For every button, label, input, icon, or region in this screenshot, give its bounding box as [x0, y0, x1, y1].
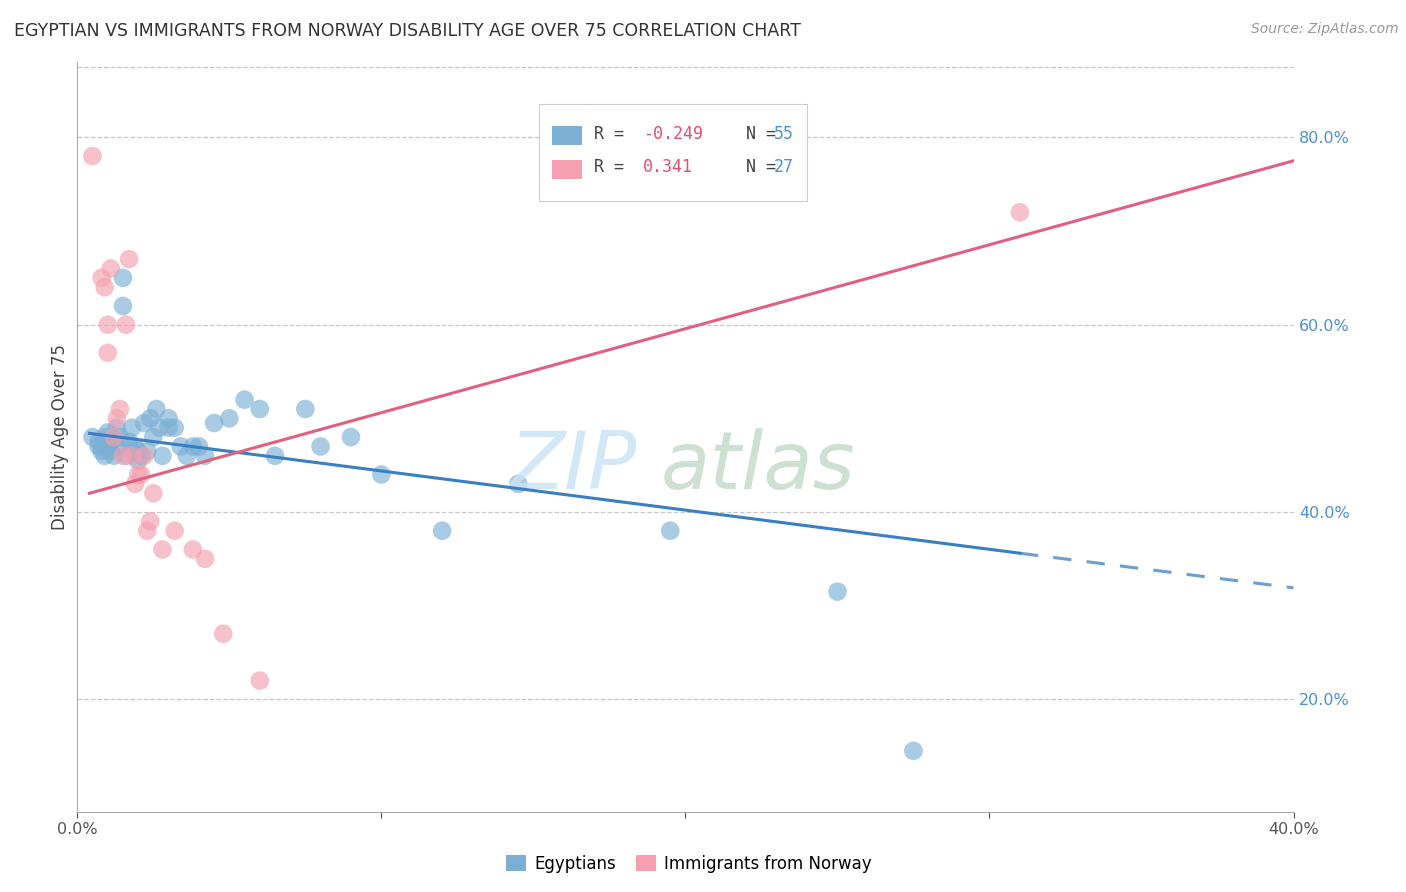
Point — [157, 411, 180, 425]
Text: N =: N = — [716, 125, 786, 143]
Point — [903, 744, 925, 758]
Point — [152, 542, 174, 557]
Point — [93, 430, 115, 444]
Point — [121, 449, 143, 463]
Text: 55: 55 — [775, 125, 794, 143]
Text: 0.341: 0.341 — [643, 159, 693, 177]
Point — [249, 402, 271, 417]
Point — [194, 449, 217, 463]
Point — [121, 444, 143, 458]
Point — [139, 514, 162, 528]
Point — [124, 477, 146, 491]
Point — [90, 440, 112, 454]
Point — [264, 449, 287, 463]
Point — [105, 421, 128, 435]
Legend: Egyptians, Immigrants from Norway: Egyptians, Immigrants from Norway — [499, 848, 879, 880]
Text: ZIP: ZIP — [509, 428, 637, 506]
Point — [103, 449, 125, 463]
Point — [142, 486, 165, 500]
Point — [370, 467, 392, 482]
Point — [142, 430, 165, 444]
Point — [1008, 205, 1031, 219]
Point — [157, 421, 180, 435]
Point — [115, 449, 138, 463]
Point — [181, 440, 204, 454]
Point — [127, 453, 149, 467]
Point — [115, 318, 138, 332]
Point — [139, 411, 162, 425]
Point — [87, 440, 110, 454]
Point — [87, 434, 110, 449]
Point — [181, 542, 204, 557]
Text: 27: 27 — [775, 159, 794, 177]
Point — [309, 440, 332, 454]
Point — [129, 467, 152, 482]
Point — [129, 449, 152, 463]
Point — [659, 524, 682, 538]
Point — [294, 402, 316, 417]
Point — [97, 318, 120, 332]
Point — [121, 421, 143, 435]
Text: -0.249: -0.249 — [643, 125, 703, 143]
Point — [108, 430, 131, 444]
Text: R =: R = — [595, 159, 644, 177]
Point — [212, 626, 235, 640]
Point — [111, 299, 134, 313]
Point — [100, 444, 122, 458]
Point — [508, 477, 530, 491]
Point — [432, 524, 454, 538]
Point — [127, 467, 149, 482]
Point — [82, 430, 104, 444]
Point — [82, 149, 104, 163]
Point — [218, 411, 240, 425]
Point — [111, 271, 134, 285]
Point — [136, 444, 159, 458]
Point — [249, 673, 271, 688]
Point — [194, 551, 217, 566]
FancyBboxPatch shape — [540, 103, 807, 201]
Text: EGYPTIAN VS IMMIGRANTS FROM NORWAY DISABILITY AGE OVER 75 CORRELATION CHART: EGYPTIAN VS IMMIGRANTS FROM NORWAY DISAB… — [14, 22, 801, 40]
Point — [134, 449, 156, 463]
FancyBboxPatch shape — [551, 126, 582, 145]
Point — [108, 402, 131, 417]
Point — [103, 432, 125, 446]
Text: R =: R = — [595, 125, 634, 143]
Text: atlas: atlas — [661, 428, 856, 506]
Point — [188, 440, 211, 454]
Point — [105, 411, 128, 425]
Point — [97, 440, 120, 454]
Point — [97, 346, 120, 360]
Point — [827, 584, 849, 599]
Point — [111, 449, 134, 463]
Point — [163, 421, 186, 435]
Point — [105, 442, 128, 456]
Y-axis label: Disability Age Over 75: Disability Age Over 75 — [51, 344, 69, 530]
Text: N =: N = — [716, 159, 786, 177]
Point — [340, 430, 363, 444]
FancyBboxPatch shape — [551, 160, 582, 178]
Point — [136, 524, 159, 538]
Point — [145, 402, 167, 417]
Point — [152, 449, 174, 463]
Point — [93, 280, 115, 294]
Point — [118, 434, 141, 449]
Point — [124, 440, 146, 454]
Point — [233, 392, 256, 407]
Point — [90, 444, 112, 458]
Point — [170, 440, 193, 454]
Point — [127, 444, 149, 458]
Point — [97, 425, 120, 440]
Point — [134, 416, 156, 430]
Point — [163, 524, 186, 538]
Point — [148, 421, 170, 435]
Point — [97, 434, 120, 449]
Text: Source: ZipAtlas.com: Source: ZipAtlas.com — [1251, 22, 1399, 37]
Point — [202, 416, 225, 430]
Point — [103, 430, 125, 444]
Point — [100, 261, 122, 276]
Point — [93, 449, 115, 463]
Point — [118, 252, 141, 267]
Point — [90, 271, 112, 285]
Point — [176, 449, 198, 463]
